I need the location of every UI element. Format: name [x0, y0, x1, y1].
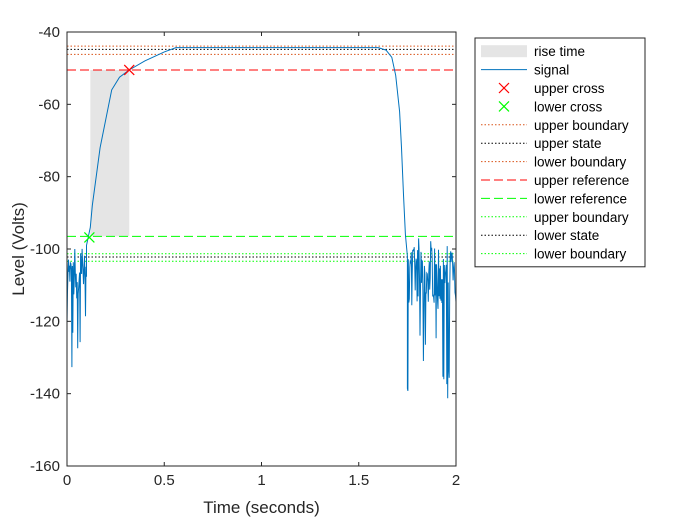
legend-label: upper cross: [534, 81, 605, 96]
legend-item: lower reference: [481, 191, 627, 206]
legend-item: lower boundary: [481, 247, 627, 262]
x-tick-label: 0: [63, 472, 71, 489]
legend-item: upper boundary: [481, 118, 629, 133]
signal-line: [67, 47, 456, 399]
legend-item: upper reference: [481, 173, 629, 188]
legend-label: rise time: [534, 44, 585, 59]
x-axis-label: Time (seconds): [203, 498, 320, 517]
legend-label: upper boundary: [534, 210, 629, 225]
legend-label: lower cross: [534, 99, 603, 114]
lower-cross-marker: [83, 232, 95, 243]
legend-swatch: [498, 100, 510, 112]
x-tick-label: 1: [257, 472, 265, 489]
legend-item: lower state: [481, 228, 599, 243]
y-tick-label: -80: [38, 169, 60, 186]
y-tick-label: -120: [30, 313, 60, 330]
legend-label: upper reference: [534, 173, 629, 188]
legend-item: rise time: [481, 44, 585, 59]
legend-swatch: [498, 82, 510, 94]
legend-item: upper boundary: [481, 210, 629, 225]
y-tick-label: -60: [38, 96, 60, 113]
y-tick-label: -100: [30, 241, 60, 258]
legend-item: signal: [481, 63, 569, 78]
y-tick-label: -160: [30, 458, 60, 475]
upper-cross-marker: [123, 64, 135, 76]
legend-swatch: [481, 45, 527, 58]
x-tick-label: 1.5: [348, 472, 369, 489]
plot-area: [67, 45, 456, 399]
y-tick-label: -40: [38, 24, 60, 41]
y-axis-label: Level (Volts): [9, 202, 28, 296]
axes: 0 0.5 1 1.5 2 -40 -60 -80 -100 -120 -140 -160: [30, 24, 460, 489]
legend-item: lower cross: [498, 99, 603, 114]
legend: rise time signal upper cross lower cross upp…: [474, 37, 646, 268]
rise-time-region: [90, 69, 130, 237]
x-tick-label: 0.5: [154, 472, 175, 489]
legend-label: upper boundary: [534, 118, 629, 133]
x-tick-label: 2: [452, 472, 460, 489]
legend-label: lower state: [534, 228, 599, 243]
legend-item: upper state: [481, 136, 602, 151]
legend-item: lower boundary: [481, 155, 627, 170]
legend-label: lower boundary: [534, 247, 627, 262]
legend-label: lower reference: [534, 191, 627, 206]
legend-label: upper state: [534, 136, 602, 151]
legend-item: upper cross: [498, 81, 605, 96]
legend-label: lower boundary: [534, 155, 627, 170]
legend-box: [474, 37, 646, 268]
legend-label: signal: [534, 63, 569, 78]
y-tick-label: -140: [30, 386, 60, 403]
